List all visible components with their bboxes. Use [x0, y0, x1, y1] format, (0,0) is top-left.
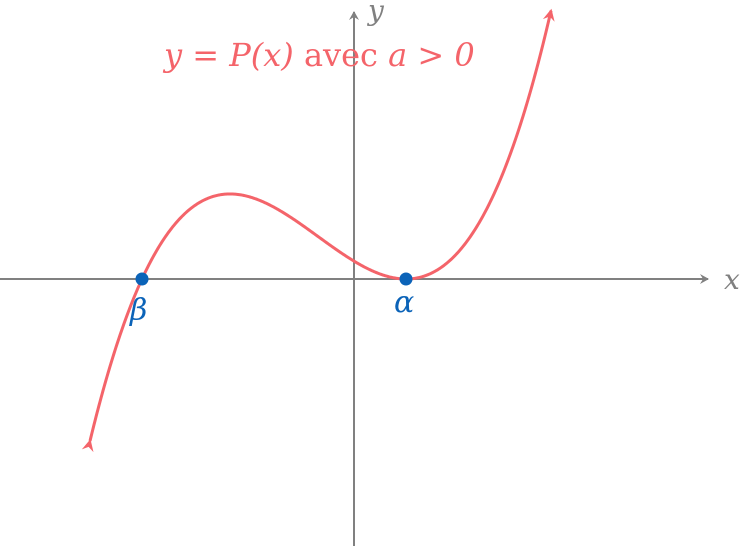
graph-title: y = P(x) avec a > 0 — [162, 36, 475, 74]
y-axis-label: y — [366, 0, 385, 27]
title-middle: avec — [294, 36, 388, 74]
root-beta-point — [135, 272, 149, 286]
x-axis-label: x — [724, 263, 740, 296]
title-equation: y = P(x) — [162, 36, 294, 74]
root-alpha-point — [399, 272, 413, 286]
cubic-curve — [81, 8, 555, 453]
root-beta-label: β — [129, 293, 147, 328]
root-alpha-label: α — [394, 285, 414, 320]
title-condition: a > 0 — [388, 36, 475, 74]
